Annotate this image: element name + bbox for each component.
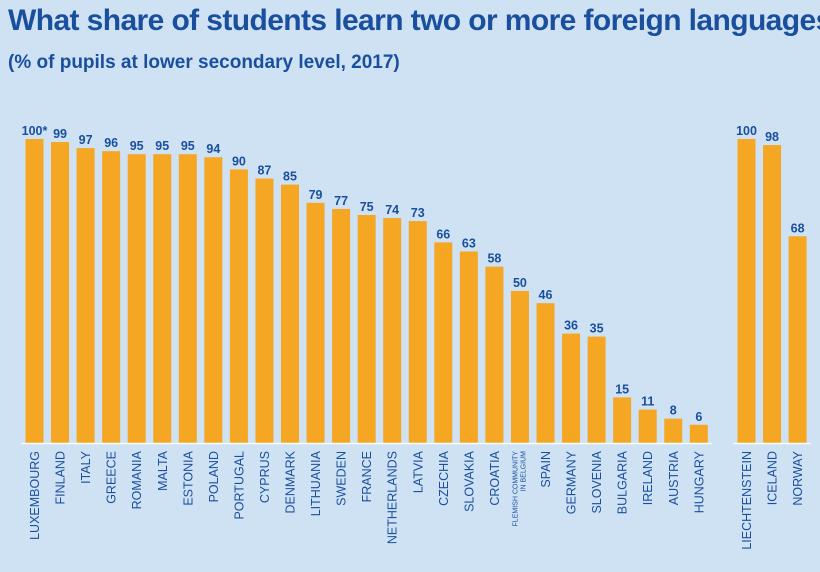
- category-label: SLOVAKIA: [462, 450, 476, 512]
- category-label: CYPRUS: [258, 451, 272, 503]
- data-label: 95: [155, 139, 169, 153]
- data-label: 85: [283, 170, 297, 184]
- data-label: 97: [79, 133, 93, 147]
- data-label: 35: [590, 322, 604, 336]
- bar: [357, 215, 376, 443]
- category-label: IRELAND: [641, 451, 655, 505]
- category-label: SPAIN: [539, 451, 553, 488]
- bar: [229, 169, 248, 443]
- bar: [562, 333, 581, 443]
- data-label: 99: [53, 127, 67, 141]
- data-label: 90: [232, 154, 246, 168]
- category-label: IN BELGIUM: [520, 451, 527, 492]
- category-label: LIECHTENSTEIN: [740, 451, 754, 550]
- bar: [332, 208, 351, 443]
- category-label: BULGARIA: [616, 450, 630, 514]
- chart-title: What share of students learn two or more…: [8, 4, 820, 37]
- category-label: ICELAND: [766, 451, 780, 505]
- bar: [153, 154, 172, 443]
- data-label: 96: [104, 136, 118, 150]
- bar: [51, 142, 70, 444]
- category-label: SLOVENIA: [590, 450, 604, 513]
- bar: [102, 151, 121, 443]
- bar: [638, 409, 657, 443]
- data-label: 98: [765, 130, 779, 144]
- category-label: DENMARK: [284, 450, 298, 513]
- bar: [536, 303, 555, 443]
- category-label: SWEDEN: [335, 451, 349, 506]
- data-label: 95: [181, 139, 195, 153]
- bar: [255, 178, 274, 443]
- bar: [383, 218, 402, 443]
- category-label: LATVIA: [411, 450, 425, 493]
- data-label: 36: [564, 319, 578, 333]
- category-label: HUNGARY: [692, 450, 706, 513]
- data-label: 58: [487, 252, 501, 266]
- category-label: AUSTRIA: [667, 450, 681, 505]
- bar: [788, 236, 807, 443]
- bar: [510, 291, 529, 443]
- category-label: GREECE: [105, 451, 119, 504]
- category-label: PORTUGAL: [232, 451, 246, 520]
- data-label: 68: [791, 221, 805, 235]
- data-label: 46: [539, 288, 553, 302]
- bar: [737, 139, 756, 443]
- category-label: LUXEMBOURG: [28, 451, 42, 540]
- bar: [664, 418, 683, 443]
- data-label: 73: [411, 206, 425, 220]
- category-label: ESTONIA: [181, 450, 195, 505]
- data-label: 66: [436, 227, 450, 241]
- data-label: 100*: [22, 124, 48, 138]
- bar: [127, 154, 146, 443]
- bar: [434, 242, 453, 443]
- bar: [408, 221, 427, 443]
- bar: [689, 424, 708, 443]
- category-label: LITHUANIA: [309, 450, 323, 516]
- bar: [459, 251, 478, 443]
- data-label: 6: [695, 410, 702, 424]
- data-label: 63: [462, 236, 476, 250]
- data-label: 74: [385, 203, 399, 217]
- bar: [204, 157, 223, 444]
- bar: [587, 336, 606, 443]
- category-label: CZECHIA: [437, 450, 451, 506]
- bar: [25, 139, 44, 443]
- category-label: ITALY: [79, 450, 93, 484]
- category-label: POLAND: [207, 451, 221, 502]
- category-label: NETHERLANDS: [386, 451, 400, 544]
- category-label: FINLAND: [54, 451, 68, 504]
- category-label: NORWAY: [791, 450, 805, 505]
- chart-subtitle: (% of pupils at lower secondary level, 2…: [8, 52, 400, 73]
- bar: [763, 145, 782, 443]
- data-label: 87: [257, 164, 271, 178]
- category-label: MALTA: [156, 450, 170, 490]
- data-label: 15: [615, 382, 629, 396]
- data-label: 100: [736, 124, 757, 138]
- data-label: 77: [334, 194, 348, 208]
- bar: [613, 397, 632, 443]
- data-label: 50: [513, 276, 527, 290]
- bar: [76, 148, 95, 443]
- data-label: 11: [641, 395, 654, 409]
- bar: [281, 184, 299, 443]
- category-label: GERMANY: [565, 450, 579, 514]
- data-label: 75: [360, 200, 374, 214]
- data-label: 95: [130, 139, 144, 153]
- data-label: 94: [206, 142, 220, 156]
- category-label: FRANCE: [360, 451, 374, 502]
- data-label: 8: [670, 404, 677, 418]
- category-label: FLEMISH COMMUNITY: [512, 451, 519, 527]
- bar: [306, 202, 325, 443]
- category-label: CROATIA: [488, 450, 502, 505]
- data-label: 79: [309, 188, 323, 202]
- bar: [178, 154, 197, 443]
- category-label: ROMANIA: [130, 450, 144, 509]
- bar: [485, 266, 504, 443]
